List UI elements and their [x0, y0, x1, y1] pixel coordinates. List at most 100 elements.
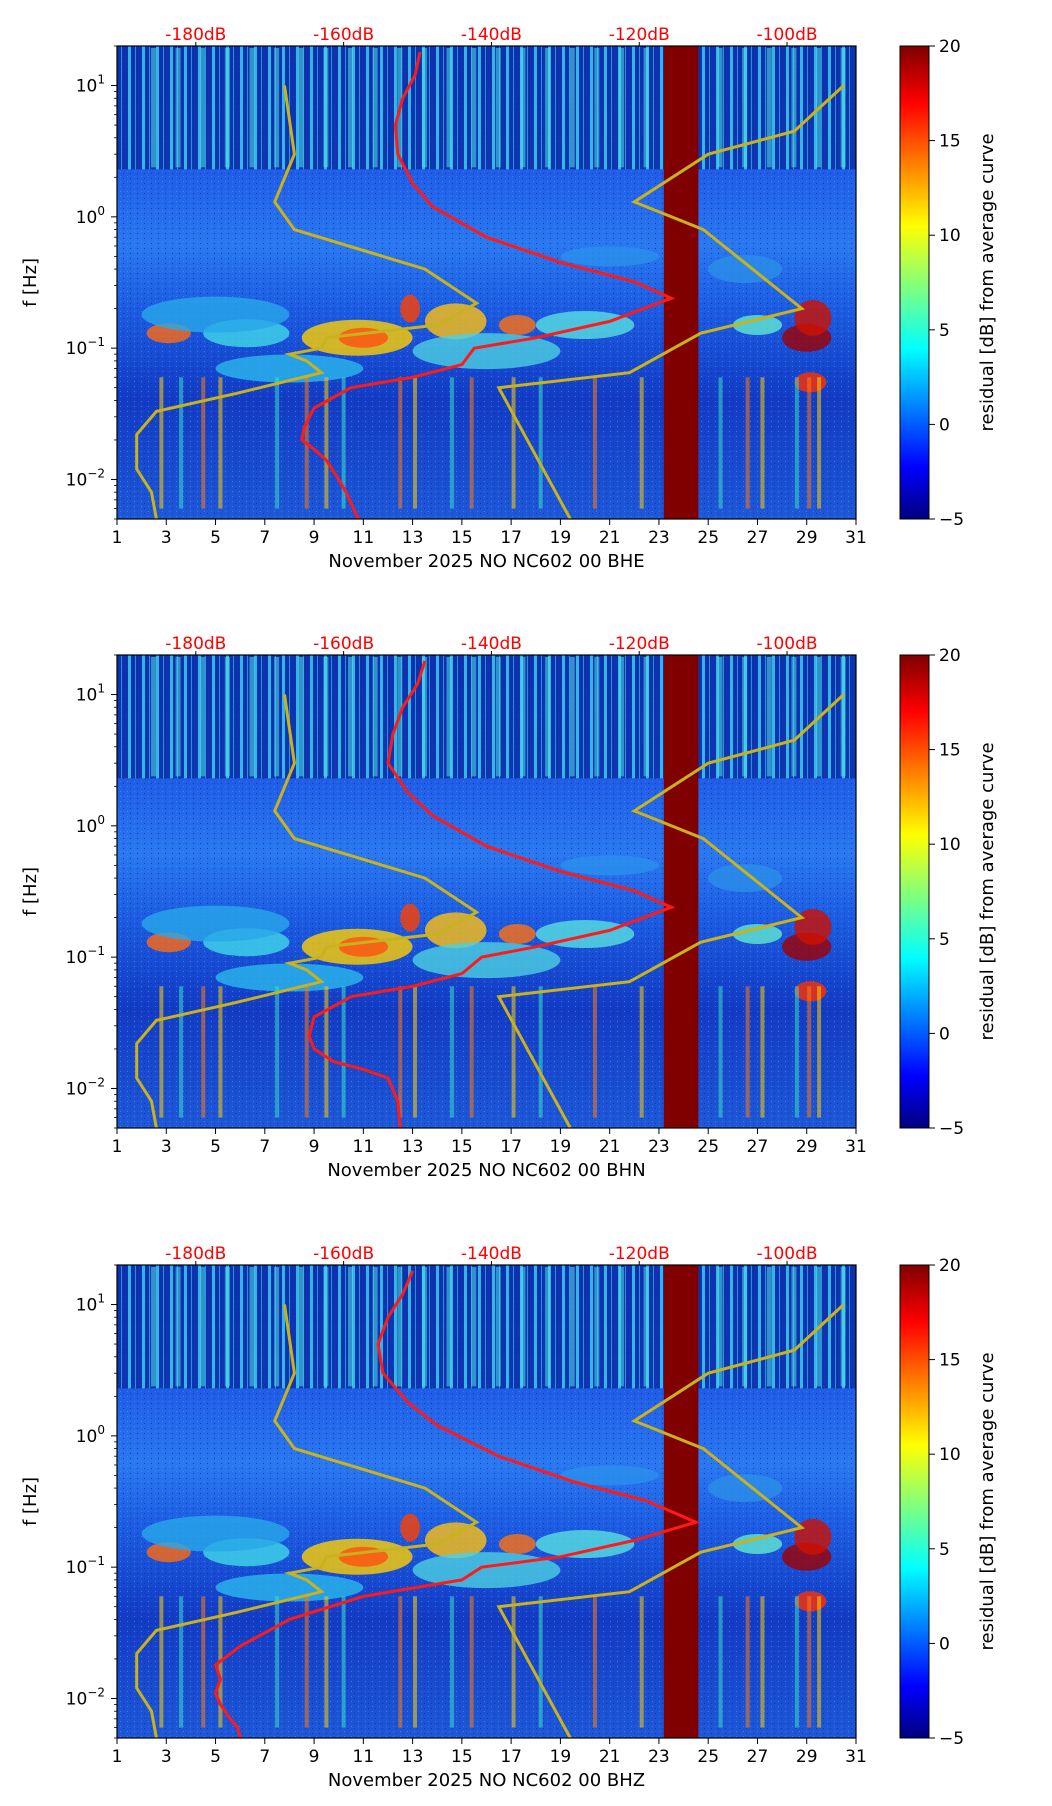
- lf-event: [179, 986, 184, 1118]
- hf-column: [520, 48, 526, 168]
- data-gap: [663, 1265, 699, 1738]
- hf-column: [594, 1267, 600, 1387]
- microseism-feature: [732, 924, 783, 945]
- x-tick-label: 7: [259, 1137, 270, 1157]
- colorbar-tick-label: 5: [939, 930, 950, 950]
- hf-column: [569, 48, 575, 168]
- microseism-feature: [412, 1552, 561, 1589]
- hf-column: [372, 1267, 378, 1387]
- lf-event: [538, 1596, 543, 1728]
- hf-column: [175, 48, 181, 168]
- lf-event: [179, 1596, 184, 1728]
- microseism-feature: [560, 246, 659, 267]
- lf-event: [469, 1596, 474, 1728]
- microseism-feature: [498, 1534, 536, 1555]
- noise-model-high-curve: [496, 693, 845, 1129]
- hf-column: [397, 1267, 403, 1387]
- x-tick-label: 3: [161, 1747, 172, 1767]
- hf-column: [372, 657, 378, 777]
- hf-column: [446, 657, 452, 777]
- hf-column: [471, 1267, 477, 1387]
- average-psd-curve: [300, 51, 676, 520]
- colorbar-tick-label: 5: [939, 321, 950, 341]
- lf-event: [807, 986, 812, 1118]
- hf-column: [742, 1267, 748, 1387]
- hf-column: [249, 48, 255, 168]
- x-axis-label: November 2025 NO NC602 00 BHZ: [328, 1770, 645, 1791]
- colorbar-tick-label: 5: [939, 1540, 950, 1560]
- hf-column: [643, 48, 649, 168]
- hf-column: [717, 48, 723, 168]
- x-tick-label: 29: [796, 1137, 818, 1157]
- x-tick-label: 13: [402, 528, 424, 548]
- microseism-feature: [498, 924, 536, 945]
- lf-event: [511, 986, 516, 1118]
- lf-event: [159, 986, 164, 1118]
- lf-event: [324, 1596, 329, 1728]
- lf-event: [817, 377, 822, 509]
- x-tick-label: 29: [796, 528, 818, 548]
- x-tick-label: 25: [697, 1747, 719, 1767]
- top-db-tick-label: -140dB: [461, 634, 522, 654]
- hf-column: [200, 1267, 206, 1387]
- microseism-feature: [215, 1573, 364, 1602]
- microseism-feature: [708, 864, 783, 893]
- lf-event: [324, 986, 329, 1118]
- lf-event: [341, 986, 346, 1118]
- top-db-tick-label: -180dB: [165, 25, 226, 45]
- hf-column: [421, 48, 427, 168]
- hf-column: [150, 1267, 156, 1387]
- hf-column: [791, 657, 797, 777]
- hf-column: [471, 657, 477, 777]
- y-tick-label: 10−1: [66, 1554, 105, 1578]
- hf-column: [618, 1267, 624, 1387]
- colorbar-tick-label: 0: [939, 1634, 950, 1654]
- hf-column: [323, 1267, 329, 1387]
- x-tick-label: 27: [747, 528, 769, 548]
- colorbar-tick-label: 10: [939, 226, 961, 246]
- microseism-feature: [424, 303, 487, 340]
- x-tick-label: 15: [451, 528, 473, 548]
- hf-column: [545, 48, 551, 168]
- lf-event: [718, 377, 723, 509]
- x-tick-label: 1: [112, 1747, 123, 1767]
- hf-column: [323, 48, 329, 168]
- hf-column: [643, 657, 649, 777]
- lf-event: [745, 377, 750, 509]
- lf-event: [413, 1596, 418, 1728]
- microseism-feature: [400, 294, 420, 323]
- lf-event: [201, 986, 206, 1118]
- lf-event: [218, 377, 223, 509]
- x-tick-label: 29: [796, 1747, 818, 1767]
- axes-frame: [116, 45, 857, 520]
- microseism-feature: [498, 315, 536, 336]
- colorbar-tick-label: 20: [939, 1256, 961, 1276]
- microseism-feature: [424, 912, 487, 949]
- x-tick-label: 21: [599, 528, 621, 548]
- average-psd-curve: [307, 660, 676, 1129]
- hf-column: [150, 657, 156, 777]
- hf-column: [224, 48, 230, 168]
- lf-event: [304, 1596, 309, 1728]
- microseism-feature: [708, 255, 783, 284]
- hf-column: [717, 657, 723, 777]
- lf-event: [639, 1596, 644, 1728]
- noise-model-low-curve: [135, 1304, 480, 1739]
- top-db-tick-label: -180dB: [165, 634, 226, 654]
- microseism-feature: [400, 1513, 420, 1542]
- hf-column: [594, 657, 600, 777]
- x-tick-label: 31: [845, 1747, 867, 1767]
- lf-event: [511, 1596, 516, 1728]
- hf-column: [643, 1267, 649, 1387]
- data-gap: [663, 46, 699, 519]
- x-tick-label: 13: [402, 1137, 424, 1157]
- colorbar-tick-label: 20: [939, 37, 961, 57]
- microseism-feature: [535, 1530, 635, 1559]
- y-axis-label: f [Hz]: [20, 867, 41, 916]
- hf-column: [594, 48, 600, 168]
- hf-column: [569, 657, 575, 777]
- hf-column: [298, 657, 304, 777]
- hf-column: [791, 1267, 797, 1387]
- lf-event: [718, 986, 723, 1118]
- lf-event: [817, 986, 822, 1118]
